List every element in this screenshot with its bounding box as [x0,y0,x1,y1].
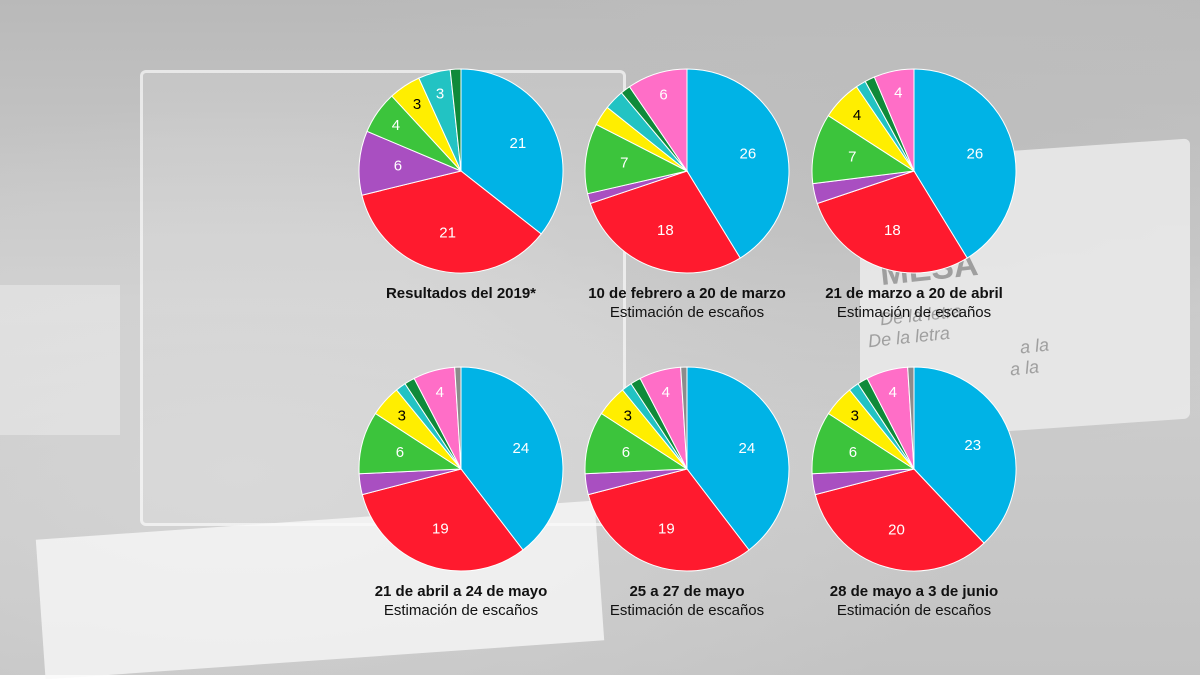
pie-slice [907,366,915,470]
slice-value-label: 4 [853,107,861,124]
slice-value-label: 24 [739,440,756,457]
chart-title: 10 de febrero a 20 de marzo [588,285,786,302]
slice-value-label: 20 [888,521,905,538]
slice-value-label: 21 [510,135,527,152]
pie-slice [361,468,524,572]
pie-svg: 23 20 6 3 4 [811,366,1017,572]
chart-subtitle: Estimación de escaños [836,602,992,619]
slice-value-label: 18 [657,222,674,239]
pie-svg: 24 19 6 3 4 [358,366,564,572]
slice-value-label: 21 [439,224,456,241]
pie-slice [814,468,985,572]
pie-slice [816,170,968,274]
cardboard-box-shape [0,285,120,435]
pie-slice [584,123,689,195]
slice-value-label: 7 [620,155,628,172]
slice-value-label: 3 [851,407,859,424]
pie-slice [460,68,564,235]
slice-value-label: 19 [432,520,449,537]
slice-value-label: 4 [436,384,444,401]
slice-value-label: 24 [513,440,530,457]
pie-chart-resultados-2019: 21 21 6 4 3 3 Resultados del 2019* [356,66,566,303]
chart-title: 28 de mayo a 3 de junio [829,583,999,600]
pie-slice [913,68,1017,259]
pie-slice [460,366,564,551]
pie-slice [449,68,462,172]
chart-subtitle: Estimación de escaños [836,304,992,321]
slice-value-label: 6 [396,444,404,461]
chart-title: 21 de abril a 24 de mayo [374,583,548,600]
slice-value-label: 23 [964,437,981,454]
slice-value-label: 4 [894,85,902,102]
slice-value-label: 26 [967,145,984,162]
slice-value-label: 3 [624,407,632,424]
slice-value-label: 26 [740,145,757,162]
pie-chart-marzo-abril: 26 18 7 4 4 21 de marzo a 20 de abril Estima… [809,66,1019,322]
pie-chart-abril-mayo: 24 19 6 3 4 21 de abril a 24 de mayo Estimac… [356,364,566,620]
slice-value-label: 18 [884,222,901,239]
slice-value-label: 3 [436,86,444,103]
pie-chart-febrero-marzo: 26 18 7 6 10 de febrero a 20 de marzo Estim… [582,66,792,322]
pie-slice [589,170,741,274]
slice-value-label: 6 [849,444,857,461]
pie-svg: 26 18 7 4 4 [811,68,1017,274]
slice-value-label: 4 [392,117,400,134]
slice-value-label: 7 [848,148,856,165]
pie-slice [587,468,750,572]
slice-value-label: 6 [394,157,402,174]
slice-value-label: 6 [659,86,667,103]
slice-value-label: 4 [889,384,897,401]
sign-a-la-text-1: a la [1018,334,1050,358]
pie-slice [628,68,688,173]
slice-value-label: 3 [413,96,421,113]
chart-title: Resultados del 2019* [385,285,537,302]
pie-svg: 24 19 6 3 4 [584,366,790,572]
pie-slice [361,170,542,274]
pie-slice [873,68,915,172]
pie-chart-mayo-junio: 23 20 6 3 4 28 de mayo a 3 de junio Estimaci… [809,364,1019,620]
pie-slice [454,366,462,470]
chart-subtitle: Estimación de escaños [609,602,765,619]
pie-slice [686,366,790,551]
pie-chart-25-27-mayo: 24 19 6 3 4 25 a 27 de mayo Estimación de es… [582,364,792,620]
pie-svg: 26 18 7 6 [584,68,790,274]
slice-value-label: 3 [398,407,406,424]
slice-value-label: 4 [662,384,670,401]
chart-title: 25 a 27 de mayo [629,583,745,600]
pie-slice [811,114,916,185]
slice-value-label: 6 [622,444,630,461]
chart-subtitle: Estimación de escaños [609,304,765,321]
pie-slice [913,366,1017,544]
pie-slice [680,366,688,470]
pie-slice [686,68,790,259]
chart-subtitle: Estimación de escaños [383,602,539,619]
slice-value-label: 19 [658,520,675,537]
chart-title: 21 de marzo a 20 de abril [825,285,1003,302]
